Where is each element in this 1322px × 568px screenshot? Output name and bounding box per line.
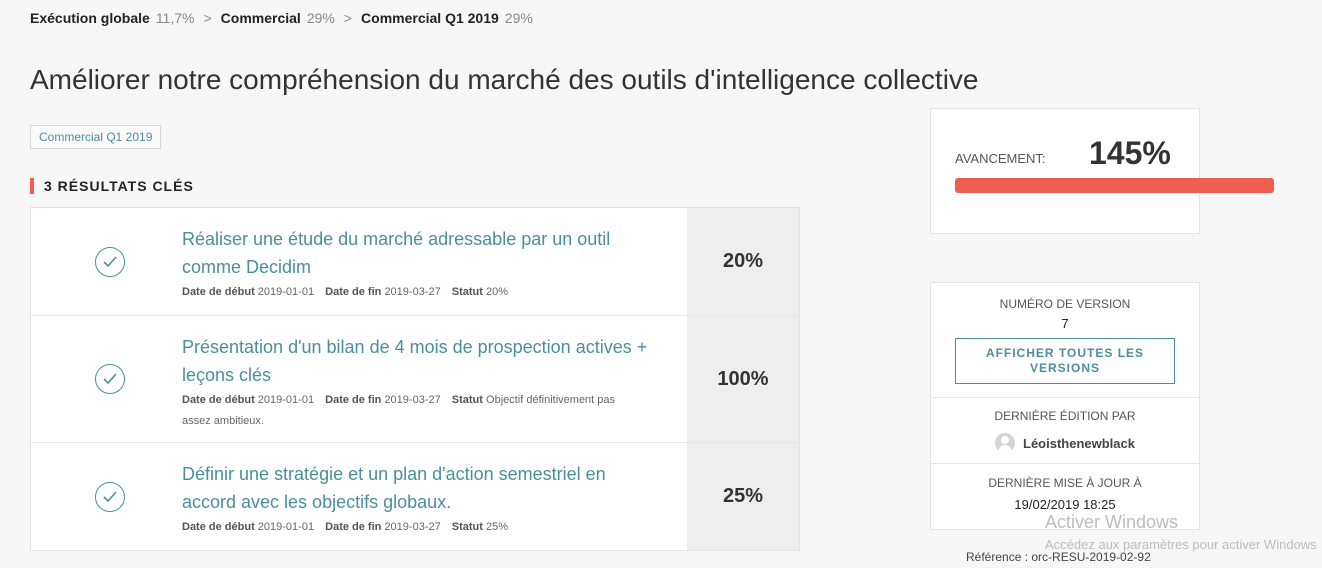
key-result-body: Réaliser une étude du marché adressable … xyxy=(182,225,682,303)
breadcrumb-link-commercial[interactable]: Commercial xyxy=(220,10,301,26)
start-date: 2019-01-01 xyxy=(257,286,315,298)
key-result-meta: Date de début 2019-01-01 Date de fin 201… xyxy=(182,282,682,303)
breadcrumb: Exécution globale 11,7% > Commercial 29%… xyxy=(30,10,533,26)
status-value: Objectif définitivement pas xyxy=(486,394,616,406)
key-result-title[interactable]: Présentation d'un bilan de 4 mois de pro… xyxy=(182,333,682,389)
progress-value: 145% xyxy=(1089,135,1171,171)
last-edit-label: DERNIÈRE ÉDITION PAR xyxy=(994,409,1136,423)
progress-card: AVANCEMENT: 145% xyxy=(930,108,1274,234)
start-date-label: Date de début xyxy=(182,286,255,298)
key-result-title-line: accord avec les objectifs globaux. xyxy=(182,492,452,512)
author-line: Léoisthenewblack xyxy=(931,433,1199,453)
key-result-body: Définir une stratégie et un plan d'actio… xyxy=(182,460,682,538)
show-all-versions-button[interactable]: AFFICHER TOUTES LES VERSIONS xyxy=(955,338,1175,384)
key-result-row[interactable]: Présentation d'un bilan de 4 mois de pro… xyxy=(31,316,799,443)
status-label: Statut xyxy=(451,521,483,533)
key-result-row[interactable]: Réaliser une étude du marché adressable … xyxy=(31,208,799,316)
user-avatar-icon xyxy=(995,433,1015,453)
breadcrumb-separator: > xyxy=(343,10,353,26)
key-result-title[interactable]: Réaliser une étude du marché adressable … xyxy=(182,225,682,281)
page-title: Améliorer notre compréhension du marché … xyxy=(30,64,979,95)
key-result-progress: 25% xyxy=(687,443,799,550)
end-date: 2019-03-27 xyxy=(384,394,441,406)
last-update-label: DERNIÈRE MISE À JOUR À xyxy=(988,476,1142,490)
breadcrumb-pct-commercial: 29% xyxy=(306,10,335,26)
start-date: 2019-01-01 xyxy=(257,521,315,533)
status-value-continued: assez ambitieux. xyxy=(182,415,264,427)
windows-activation-subtitle: Accédez aux paramètres pour activer Wind… xyxy=(1045,537,1317,552)
last-update-datetime: 19/02/2019 18:25 xyxy=(1014,497,1116,512)
last-edit-section: DERNIÈRE ÉDITION PAR Léoisthenewblack xyxy=(931,409,1199,453)
start-date-label: Date de début xyxy=(182,521,255,533)
breadcrumb-link-commercial-q1[interactable]: Commercial Q1 2019 xyxy=(361,10,499,26)
key-result-meta: Date de début 2019-01-01 Date de fin 201… xyxy=(182,517,682,538)
breadcrumb-pct-commercial-q1: 29% xyxy=(504,10,533,26)
key-result-title-line: leçons clés xyxy=(182,365,272,385)
version-number: 7 xyxy=(1061,316,1069,331)
start-date: 2019-01-01 xyxy=(257,394,315,406)
key-result-title-line: Réaliser une étude du marché adressable … xyxy=(182,229,611,249)
key-result-progress: 100% xyxy=(687,316,799,442)
end-date: 2019-03-27 xyxy=(384,521,441,533)
breadcrumb-pct-global: 11,7% xyxy=(155,10,195,26)
key-result-title-line: comme Decidim xyxy=(182,257,312,277)
status-value: 20% xyxy=(486,286,509,298)
check-circle-icon xyxy=(95,364,125,394)
key-result-title-line: Présentation d'un bilan de 4 mois de pro… xyxy=(182,337,648,357)
start-date-label: Date de début xyxy=(182,394,255,406)
breadcrumb-separator: > xyxy=(203,10,212,26)
status-label: Statut xyxy=(451,394,483,406)
version-info-card: NUMÉRO DE VERSION 7 AFFICHER TOUTES LES … xyxy=(930,282,1200,530)
key-result-title[interactable]: Définir une stratégie et un plan d'actio… xyxy=(182,460,682,516)
breadcrumb-link-global[interactable]: Exécution globale xyxy=(30,10,150,26)
divider xyxy=(931,397,1199,398)
progress-label: AVANCEMENT: xyxy=(955,151,1046,166)
check-circle-icon xyxy=(95,247,125,277)
key-result-body: Présentation d'un bilan de 4 mois de pro… xyxy=(182,333,682,432)
end-date-label: Date de fin xyxy=(325,394,382,406)
reference-code: Référence : orc-RESU-2019-02-92 xyxy=(966,550,1151,564)
key-result-meta: Date de début 2019-01-01 Date de fin 201… xyxy=(182,390,682,432)
status-value: 25% xyxy=(486,521,509,533)
key-result-progress: 20% xyxy=(687,208,799,315)
key-result-row[interactable]: Définir une stratégie et un plan d'actio… xyxy=(31,443,799,550)
end-date-label: Date de fin xyxy=(325,286,382,298)
status-label: Statut xyxy=(451,286,483,298)
progress-bar xyxy=(955,178,1274,193)
check-circle-icon xyxy=(95,482,125,512)
author-name[interactable]: Léoisthenewblack xyxy=(1023,435,1135,451)
windows-activation-title: Activer Windows xyxy=(1045,512,1179,532)
objective-tag[interactable]: Commercial Q1 2019 xyxy=(30,125,162,149)
key-result-title-line: Définir une stratégie et un plan d'actio… xyxy=(182,464,606,484)
key-results-list: Réaliser une étude du marché adressable … xyxy=(30,207,800,551)
version-label: NUMÉRO DE VERSION xyxy=(999,297,1131,311)
last-update-section: DERNIÈRE MISE À JOUR À 19/02/2019 18:25 xyxy=(931,476,1199,512)
key-results-heading: 3 RÉSULTATS CLÉS xyxy=(30,178,194,194)
divider xyxy=(931,463,1199,464)
end-date-label: Date de fin xyxy=(325,521,382,533)
end-date: 2019-03-27 xyxy=(384,286,441,298)
version-section: NUMÉRO DE VERSION 7 xyxy=(931,297,1199,331)
